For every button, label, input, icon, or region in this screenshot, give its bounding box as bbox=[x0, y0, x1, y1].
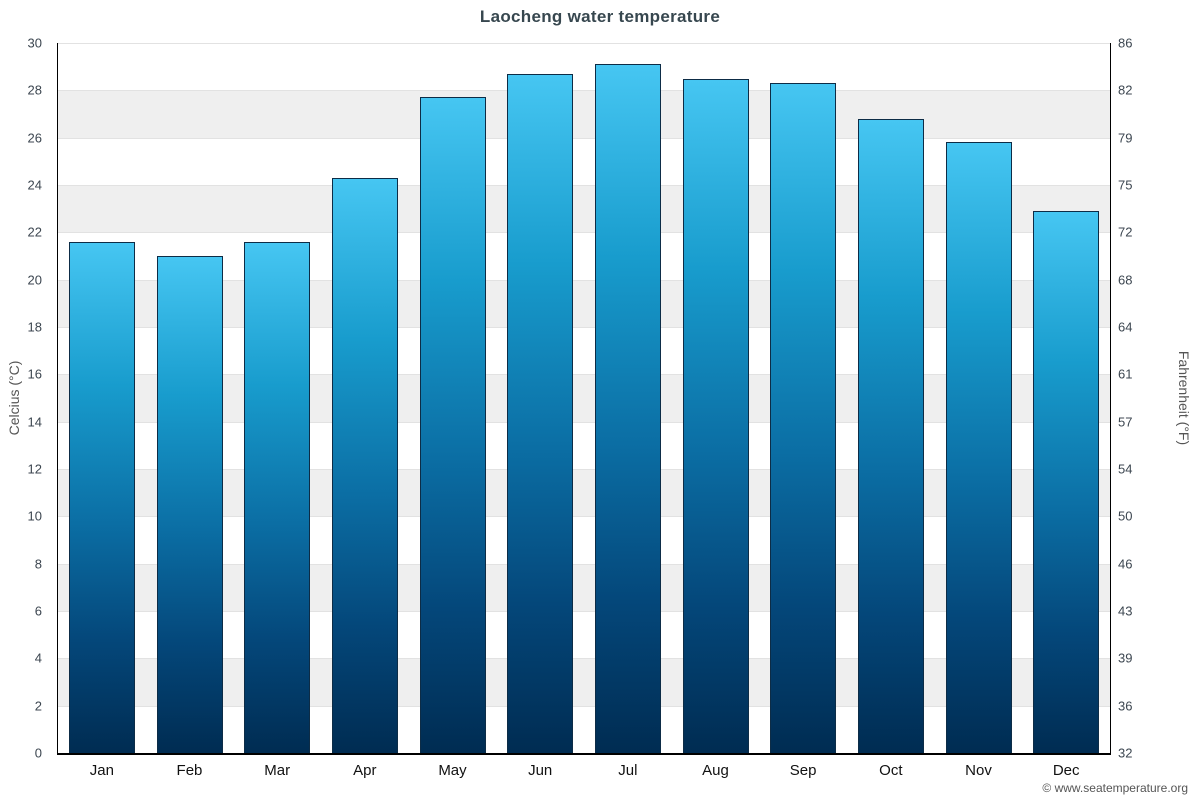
gridline bbox=[58, 279, 1110, 281]
fahrenheit-tick-57: 57 bbox=[1118, 414, 1133, 430]
gridline bbox=[58, 43, 1110, 44]
bar-feb bbox=[156, 256, 223, 753]
month-label-mar: Mar bbox=[264, 762, 291, 779]
plot-band bbox=[58, 185, 1110, 233]
gridline bbox=[58, 469, 1110, 470]
celsius-tick-2: 2 bbox=[34, 698, 42, 714]
celsius-tick-0: 0 bbox=[34, 745, 42, 761]
celsius-tick-8: 8 bbox=[34, 556, 42, 572]
month-label-feb: Feb bbox=[176, 762, 203, 779]
right-axis-line bbox=[1110, 43, 1111, 753]
celsius-tick-24: 24 bbox=[27, 177, 42, 193]
plot-band bbox=[58, 658, 1110, 706]
celsius-tick-30: 30 bbox=[27, 35, 42, 51]
fahrenheit-tick-79: 79 bbox=[1118, 130, 1133, 146]
month-label-dec: Dec bbox=[1052, 762, 1080, 779]
fahrenheit-tick-43: 43 bbox=[1118, 603, 1133, 619]
month-label-may: May bbox=[438, 762, 467, 779]
fahrenheit-axis-title: Fahrenheit (°F) bbox=[1176, 350, 1192, 446]
gridline bbox=[58, 374, 1110, 376]
bar-aug bbox=[682, 78, 749, 753]
plot-band bbox=[58, 705, 1110, 753]
plot-band bbox=[58, 327, 1110, 375]
celsius-tick-26: 26 bbox=[27, 130, 42, 146]
copyright-credit: © www.seatemperature.org bbox=[1042, 781, 1188, 795]
plot-band bbox=[58, 90, 1110, 138]
bar-jan bbox=[68, 241, 135, 753]
plot-band bbox=[58, 421, 1110, 469]
bar-nov bbox=[945, 142, 1012, 753]
fahrenheit-tick-75: 75 bbox=[1118, 177, 1133, 193]
celsius-tick-4: 4 bbox=[34, 650, 42, 666]
gridline bbox=[58, 232, 1110, 234]
month-label-jul: Jul bbox=[618, 762, 638, 779]
gridline bbox=[58, 327, 1110, 328]
celsius-tick-6: 6 bbox=[34, 603, 42, 619]
month-label-jan: Jan bbox=[89, 762, 114, 779]
plot-band bbox=[58, 563, 1110, 611]
fahrenheit-tick-labels: 32 36 39 43 46 50 54 57 61 64 68 72 75 79 82 86 bbox=[1118, 36, 1168, 761]
fahrenheit-tick-50: 50 bbox=[1118, 508, 1133, 524]
fahrenheit-tick-46: 46 bbox=[1118, 556, 1133, 572]
month-label-oct: Oct bbox=[879, 762, 903, 779]
gridline bbox=[58, 516, 1110, 518]
fahrenheit-tick-64: 64 bbox=[1118, 319, 1133, 335]
plot-band bbox=[58, 279, 1110, 327]
gridline bbox=[58, 185, 1110, 186]
bar-dec bbox=[1033, 211, 1100, 753]
bar-oct bbox=[857, 118, 924, 753]
bar-sep bbox=[770, 83, 837, 753]
bar-may bbox=[419, 97, 486, 753]
gridline bbox=[58, 137, 1110, 139]
month-label-jun: Jun bbox=[528, 762, 553, 779]
fahrenheit-tick-72: 72 bbox=[1118, 224, 1133, 240]
celsius-tick-labels: 0 2 4 6 8 10 12 14 16 18 20 22 24 26 28 30 bbox=[0, 36, 50, 761]
plot-band bbox=[58, 374, 1110, 422]
month-label-apr: Apr bbox=[353, 762, 377, 779]
chart-title: Laocheng water temperature bbox=[479, 7, 721, 26]
celsius-tick-12: 12 bbox=[27, 461, 42, 477]
fahrenheit-tick-36: 36 bbox=[1118, 698, 1133, 714]
month-label-aug: Aug bbox=[702, 762, 729, 779]
bar-jun bbox=[507, 73, 574, 753]
plot-band bbox=[58, 137, 1110, 185]
plot-band bbox=[58, 232, 1110, 280]
celsius-tick-10: 10 bbox=[27, 508, 42, 524]
gridline bbox=[58, 705, 1110, 707]
fahrenheit-tick-82: 82 bbox=[1118, 82, 1133, 98]
celsius-tick-16: 16 bbox=[27, 366, 42, 382]
bar-jul bbox=[594, 64, 661, 753]
celsius-tick-28: 28 bbox=[27, 82, 42, 98]
fahrenheit-tick-39: 39 bbox=[1118, 650, 1133, 666]
gridline bbox=[58, 90, 1110, 92]
gridline bbox=[58, 611, 1110, 612]
gridline bbox=[58, 658, 1110, 660]
fahrenheit-tick-32: 32 bbox=[1118, 745, 1133, 761]
celsius-tick-20: 20 bbox=[27, 272, 42, 288]
bar-apr bbox=[331, 177, 398, 753]
plot-band bbox=[58, 469, 1110, 517]
plot-band bbox=[58, 611, 1110, 659]
celsius-tick-18: 18 bbox=[27, 319, 42, 335]
fahrenheit-tick-68: 68 bbox=[1118, 272, 1133, 288]
fahrenheit-tick-86: 86 bbox=[1118, 35, 1133, 51]
plot-band bbox=[58, 43, 1110, 91]
left-axis-line bbox=[57, 43, 58, 753]
month-label-nov: Nov bbox=[965, 762, 992, 779]
celsius-tick-14: 14 bbox=[27, 414, 42, 430]
gridline bbox=[58, 563, 1110, 565]
celsius-tick-22: 22 bbox=[27, 224, 42, 240]
month-label-sep: Sep bbox=[789, 762, 817, 779]
fahrenheit-tick-61: 61 bbox=[1118, 366, 1133, 382]
celsius-axis-title: Celcius (°C) bbox=[6, 360, 22, 436]
month-labels: Jan Feb Mar Apr May Jun Jul Aug Sep Oct Nov Dec bbox=[58, 762, 1110, 784]
plot-area bbox=[58, 43, 1110, 753]
bar-mar bbox=[244, 241, 311, 753]
plot-band bbox=[58, 516, 1110, 564]
bottom-axis-line bbox=[57, 753, 1111, 755]
gridline bbox=[58, 421, 1110, 423]
fahrenheit-tick-54: 54 bbox=[1118, 461, 1133, 477]
